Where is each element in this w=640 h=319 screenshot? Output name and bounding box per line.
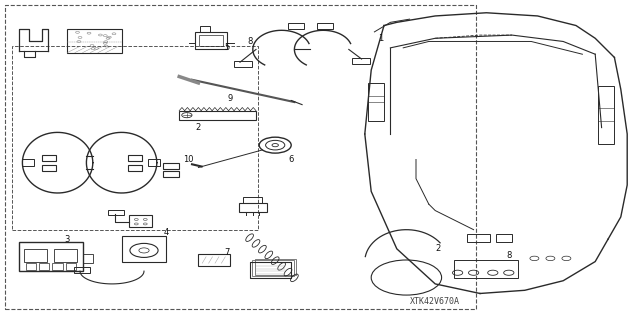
Bar xyxy=(352,58,370,64)
Bar xyxy=(24,249,47,262)
Text: 4: 4 xyxy=(164,228,169,237)
Bar xyxy=(243,197,262,203)
Text: 8: 8 xyxy=(506,251,511,260)
Text: XTK42V670A: XTK42V670A xyxy=(410,297,460,306)
Text: 3: 3 xyxy=(65,235,70,244)
Bar xyxy=(199,35,223,46)
Text: 6: 6 xyxy=(289,155,294,164)
Bar xyxy=(163,171,179,177)
Bar xyxy=(26,263,36,270)
Bar xyxy=(83,254,93,263)
Bar xyxy=(317,23,333,29)
Bar xyxy=(12,46,258,230)
Bar xyxy=(250,262,291,278)
Bar xyxy=(52,263,63,270)
Bar xyxy=(239,203,267,212)
Bar xyxy=(598,86,614,144)
Bar xyxy=(195,32,227,49)
Bar xyxy=(198,254,230,266)
Bar xyxy=(66,263,76,270)
Bar xyxy=(128,165,142,171)
Text: 1: 1 xyxy=(378,34,383,43)
Bar xyxy=(496,234,512,242)
Bar xyxy=(288,23,304,29)
Text: 9: 9 xyxy=(228,94,233,103)
Text: 10: 10 xyxy=(184,155,194,164)
Bar xyxy=(122,236,166,262)
Bar xyxy=(42,155,56,161)
Bar xyxy=(255,259,296,275)
Bar xyxy=(250,262,291,278)
Bar xyxy=(5,5,476,309)
Bar xyxy=(252,260,294,276)
Bar xyxy=(163,163,179,169)
Text: 5: 5 xyxy=(225,43,230,52)
Bar xyxy=(19,242,83,271)
Bar xyxy=(22,159,34,166)
Text: 2: 2 xyxy=(196,123,201,132)
Bar xyxy=(234,61,252,67)
Text: 8: 8 xyxy=(247,37,252,46)
Bar xyxy=(148,159,160,166)
Text: 7: 7 xyxy=(225,248,230,256)
Bar xyxy=(74,267,90,273)
Bar xyxy=(179,111,256,120)
Bar xyxy=(67,29,122,53)
Bar xyxy=(128,155,142,161)
Bar xyxy=(368,83,384,121)
Bar xyxy=(467,234,490,242)
Bar xyxy=(39,263,49,270)
Bar xyxy=(200,26,210,32)
Bar xyxy=(54,249,77,262)
Bar xyxy=(108,210,124,215)
Text: 2: 2 xyxy=(436,244,441,253)
Bar xyxy=(129,215,152,227)
Bar xyxy=(454,260,518,278)
Bar xyxy=(42,165,56,171)
